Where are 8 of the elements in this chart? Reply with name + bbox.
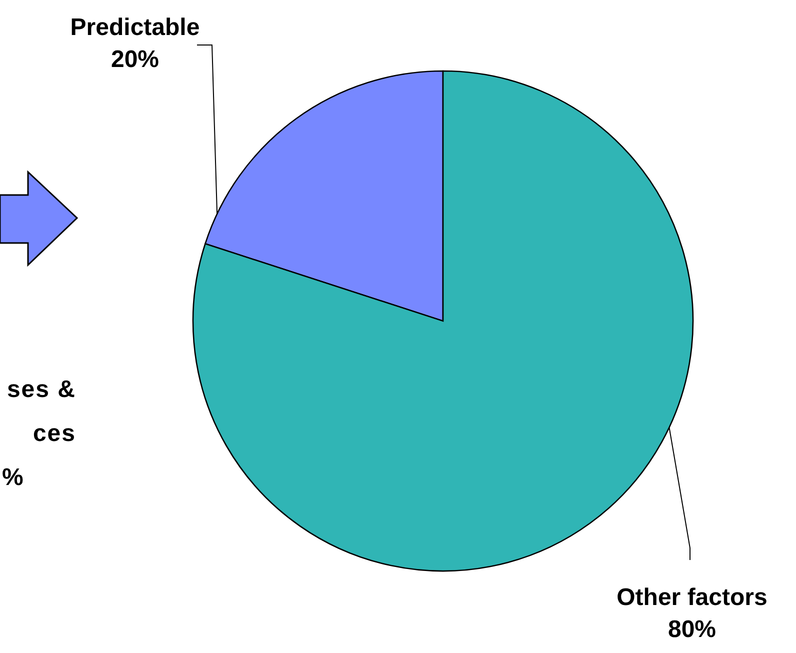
data-label: 20% <box>110 46 160 73</box>
slice-label: Predictable <box>70 14 200 41</box>
text: ses & <box>6 376 76 403</box>
data-label: 80% <box>668 616 716 643</box>
pie-slice <box>192 70 694 572</box>
slice-label: Other factors <box>616 584 768 611</box>
text: % <box>2 464 24 491</box>
text: ces <box>32 420 76 447</box>
